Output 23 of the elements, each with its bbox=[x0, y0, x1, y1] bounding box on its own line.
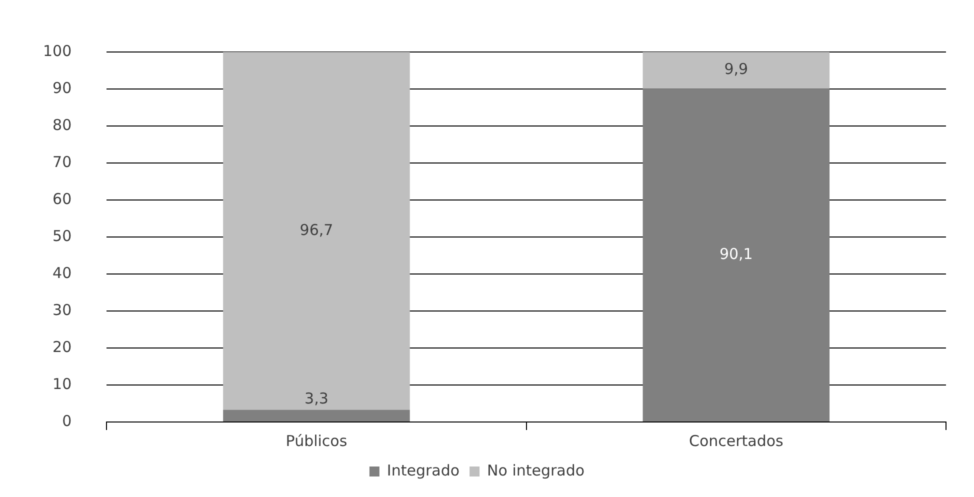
bar bbox=[642, 88, 830, 422]
bar bbox=[223, 410, 410, 422]
y-tick-label: 90 bbox=[52, 78, 72, 97]
x-tick-label: Públicos bbox=[286, 432, 348, 450]
y-tick-label: 60 bbox=[52, 190, 72, 208]
y-tick-label: 80 bbox=[52, 116, 72, 134]
y-tick-label: 10 bbox=[52, 374, 72, 393]
data-label: 9,9 bbox=[724, 60, 748, 78]
y-tick-label: 100 bbox=[42, 42, 72, 60]
legend-label: No integrado bbox=[487, 461, 585, 480]
y-tick-label: 0 bbox=[62, 412, 72, 430]
data-label: 96,7 bbox=[300, 220, 334, 239]
data-label: 3,3 bbox=[304, 390, 328, 408]
y-tick-label: 70 bbox=[52, 152, 72, 171]
y-tick-label: 30 bbox=[52, 300, 72, 319]
y-tick-label: 40 bbox=[52, 264, 72, 282]
legend-label: Integrado bbox=[386, 461, 460, 480]
bar bbox=[223, 52, 410, 410]
y-tick-label: 50 bbox=[52, 226, 72, 245]
y-tick-label: 20 bbox=[52, 338, 72, 356]
bar bbox=[642, 52, 830, 89]
data-label: 90,1 bbox=[719, 244, 753, 263]
x-tick-label: Concertados bbox=[688, 432, 784, 450]
